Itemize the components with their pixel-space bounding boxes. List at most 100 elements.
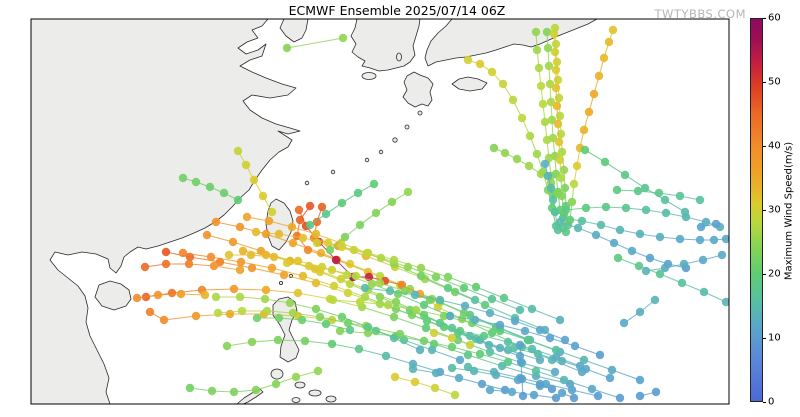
track-point bbox=[605, 373, 615, 383]
track-point bbox=[337, 242, 347, 252]
track-segment bbox=[332, 299, 361, 303]
track-point bbox=[389, 312, 399, 322]
track-point bbox=[267, 207, 277, 217]
track-point bbox=[675, 191, 685, 201]
track-point bbox=[282, 258, 292, 268]
track-point bbox=[385, 286, 395, 296]
track-point bbox=[515, 340, 525, 350]
track-point bbox=[311, 304, 321, 314]
track-point bbox=[447, 363, 457, 373]
ensemble-track bbox=[561, 202, 725, 232]
track-point bbox=[312, 238, 322, 248]
track-point bbox=[300, 336, 310, 346]
track-point bbox=[516, 357, 526, 367]
track-point bbox=[699, 287, 709, 297]
ensemble-track bbox=[282, 258, 435, 305]
ensemble-track bbox=[542, 27, 568, 233]
track-segment bbox=[491, 298, 521, 311]
track-segment bbox=[439, 299, 466, 307]
track-point bbox=[435, 295, 445, 305]
track-point bbox=[229, 387, 239, 397]
track-point bbox=[717, 250, 727, 260]
track-point bbox=[524, 161, 534, 171]
track-point bbox=[500, 148, 510, 158]
colorbar-tick-label: 60 bbox=[768, 12, 781, 24]
track-segment bbox=[397, 293, 425, 306]
track-point bbox=[572, 161, 582, 171]
track-segment bbox=[488, 344, 521, 357]
track-point bbox=[634, 261, 644, 271]
track-segment bbox=[415, 309, 445, 317]
track-point bbox=[601, 202, 611, 212]
track-point bbox=[145, 307, 155, 317]
track-segment bbox=[333, 285, 366, 298]
track-point bbox=[457, 314, 467, 324]
track-segment bbox=[507, 361, 537, 372]
track-point bbox=[273, 335, 283, 345]
track-segment bbox=[264, 298, 291, 304]
track-point bbox=[249, 175, 259, 185]
track-point bbox=[567, 197, 577, 207]
ensemble-track bbox=[252, 313, 355, 335]
track-point bbox=[555, 315, 565, 325]
ensemble-track bbox=[360, 283, 570, 345]
track-segment bbox=[331, 343, 360, 350]
track-segment bbox=[499, 330, 529, 341]
track-point bbox=[503, 357, 513, 367]
island-babuyan-1 bbox=[278, 280, 283, 285]
track-point bbox=[184, 259, 194, 269]
chart-title: ECMWF Ensemble 2025/07/14 06Z bbox=[288, 3, 506, 18]
track-point bbox=[315, 312, 325, 322]
track-point bbox=[294, 205, 304, 215]
track-point bbox=[675, 234, 685, 244]
track-point bbox=[269, 252, 279, 262]
track-segment bbox=[266, 310, 294, 314]
track-segment bbox=[531, 308, 561, 321]
island-ryukyu-1 bbox=[417, 110, 423, 116]
track-point bbox=[343, 288, 353, 298]
track-point bbox=[305, 220, 315, 230]
track-point bbox=[447, 323, 457, 333]
ensemble-track bbox=[390, 372, 460, 400]
track-segment bbox=[447, 287, 476, 301]
track-point bbox=[427, 345, 437, 355]
track-segment bbox=[489, 351, 523, 364]
ensemble-track bbox=[580, 145, 690, 217]
track-point bbox=[523, 335, 533, 345]
track-point bbox=[178, 173, 188, 183]
track-point bbox=[443, 283, 453, 293]
track-point bbox=[410, 290, 420, 300]
track-point bbox=[479, 331, 489, 341]
track-point bbox=[621, 203, 631, 213]
track-segment bbox=[561, 360, 587, 370]
basemap bbox=[31, 19, 598, 404]
island-ryukyu-3 bbox=[392, 137, 398, 143]
colorbar-tick bbox=[763, 209, 766, 211]
track-point bbox=[495, 343, 505, 353]
ensemble-track bbox=[132, 289, 210, 303]
track-segment bbox=[395, 335, 425, 342]
track-point bbox=[213, 308, 223, 318]
track-point bbox=[338, 33, 348, 43]
track-segment bbox=[251, 339, 279, 343]
track-point bbox=[495, 326, 505, 336]
track-point bbox=[546, 183, 556, 193]
track-segment bbox=[475, 286, 505, 299]
track-point bbox=[416, 271, 426, 281]
track-point bbox=[363, 328, 373, 338]
track-point bbox=[337, 312, 347, 322]
track-point bbox=[721, 297, 729, 307]
track-point bbox=[531, 366, 541, 376]
track-point bbox=[304, 261, 314, 271]
track-point bbox=[536, 169, 546, 179]
track-point bbox=[288, 308, 298, 318]
track-point bbox=[661, 208, 671, 218]
track-point bbox=[553, 75, 563, 85]
track-point bbox=[337, 198, 347, 208]
track-point bbox=[533, 349, 543, 359]
track-point bbox=[641, 205, 651, 215]
ensemble-track bbox=[233, 146, 277, 217]
track-point bbox=[581, 364, 591, 374]
colorbar-tick bbox=[763, 17, 766, 19]
track-point bbox=[297, 315, 307, 325]
